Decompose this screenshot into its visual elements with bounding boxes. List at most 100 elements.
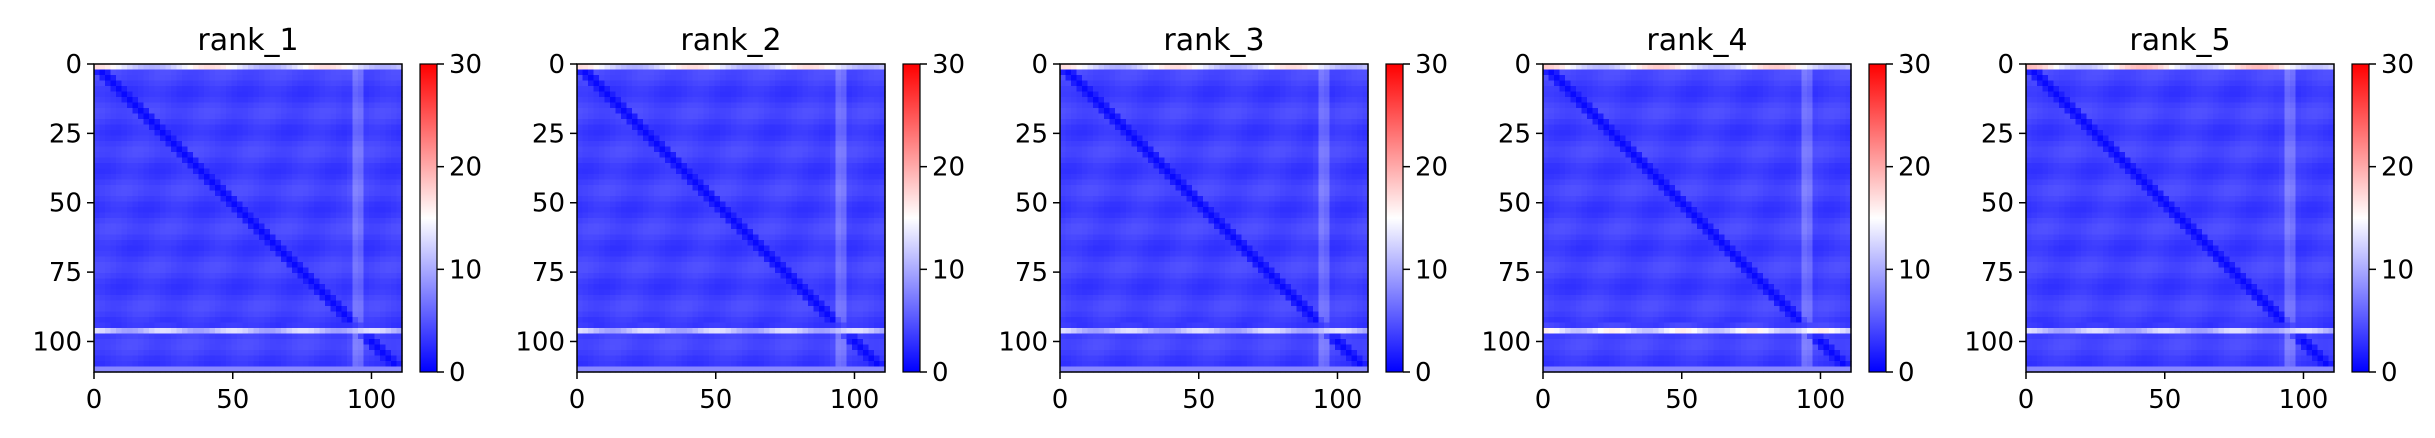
heatmap-cell [193,218,200,225]
heatmap-cell [347,245,354,252]
heatmap-cell [714,196,721,203]
heatmap-cell [341,108,348,115]
heatmap-cell [253,273,260,280]
heatmap-cell [253,306,260,313]
heatmap-cell [281,267,288,274]
heatmap-cell [802,141,809,148]
heatmap-cell [176,218,183,225]
heatmap-cell [380,69,387,76]
heatmap-cell [703,212,710,219]
heatmap-cell [110,113,117,120]
heatmap-cell [874,179,881,186]
heatmap-cell [143,295,150,302]
heatmap-cell [121,256,128,263]
heatmap-cell [286,130,293,137]
heatmap-cell [209,223,216,230]
heatmap-cell [852,80,859,87]
heatmap-cell [879,69,886,76]
heatmap-cell [374,163,381,170]
heatmap-cell [237,119,244,126]
heatmap-cell [659,64,666,71]
heatmap-cell [105,295,112,302]
heatmap-cell [643,179,650,186]
heatmap-cell [813,108,820,115]
heatmap-cell [319,119,326,126]
heatmap-cell [308,267,315,274]
heatmap-cell [281,113,288,120]
heatmap-cell [330,69,337,76]
heatmap-cell [253,262,260,269]
heatmap-cell [868,168,875,175]
heatmap-cell [220,190,227,197]
heatmap-cell [841,141,848,148]
heatmap-cell [385,146,392,153]
heatmap-cell [374,284,381,291]
heatmap-cell [270,80,277,87]
heatmap-cell [692,124,699,131]
heatmap-cell [127,130,134,137]
heatmap-cell [325,234,332,241]
heatmap-cell [248,234,255,241]
heatmap-cell [259,185,266,192]
heatmap-cell [99,130,106,137]
heatmap-cell [248,64,255,71]
heatmap-cell [714,179,721,186]
heatmap-cell [808,124,815,131]
heatmap-cell [868,141,875,148]
heatmap-cell [358,75,365,82]
y-tick-label: 100 [32,327,82,357]
heatmap-cell [171,339,178,346]
heatmap-cell [659,240,666,247]
heatmap-cell [94,86,101,93]
heatmap-cell [874,86,881,93]
heatmap-cell [336,229,343,236]
heatmap-cell [577,146,584,153]
heatmap-cell [396,163,403,170]
heatmap-cell [621,212,628,219]
heatmap-cell [154,108,161,115]
heatmap-cell [314,361,321,368]
heatmap-cell [764,229,771,236]
heatmap-cell [363,86,370,93]
heatmap-cell [171,278,178,285]
heatmap-cell [275,124,282,131]
heatmap-cell [154,218,161,225]
heatmap-cell [275,69,282,76]
heatmap-cell [654,174,661,181]
heatmap-cell [336,273,343,280]
heatmap-cell [138,97,145,104]
heatmap-cell [270,119,277,126]
heatmap-cell [841,80,848,87]
heatmap-cell [171,218,178,225]
heatmap-cell [857,97,864,104]
heatmap-cell [670,141,677,148]
heatmap-cell [127,174,134,181]
heatmap-cell [380,322,387,329]
heatmap-cell [259,91,266,98]
heatmap-cell [385,201,392,208]
heatmap-cell [138,218,145,225]
heatmap-cell [94,64,101,71]
heatmap-cell [160,152,167,159]
heatmap-cell [736,201,743,208]
heatmap-cell [242,102,249,109]
heatmap-cell [220,108,227,115]
heatmap-cell [341,344,348,351]
heatmap-cell [209,234,216,241]
heatmap-cell [352,339,359,346]
heatmap-cell [380,185,387,192]
heatmap-cell [281,64,288,71]
heatmap-cell [610,196,617,203]
heatmap-cell [577,64,584,71]
heatmap-cell [314,185,321,192]
heatmap-cell [380,97,387,104]
heatmap-cell [325,229,332,236]
heatmap-cell [99,350,106,357]
heatmap-cell [588,185,595,192]
heatmap-cell [171,119,178,126]
heatmap-cell [143,234,150,241]
heatmap-cell [830,80,837,87]
heatmap-cell [198,91,205,98]
heatmap-cell [165,317,172,324]
heatmap-cell [325,322,332,329]
